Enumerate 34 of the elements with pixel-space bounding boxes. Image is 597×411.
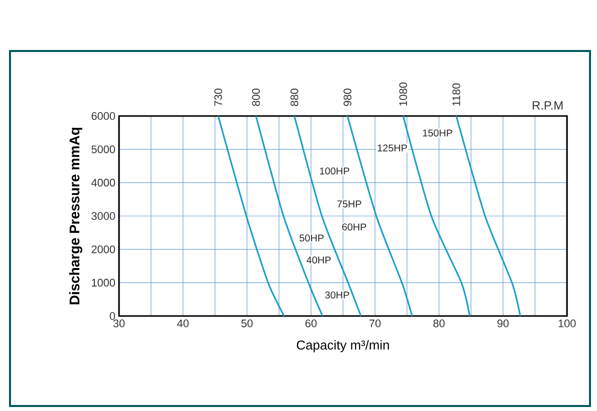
annotation: 60HP <box>342 223 366 231</box>
x-tick-label: 30 <box>113 320 125 328</box>
text: 980 <box>344 88 352 106</box>
y-tick-label: 1000 <box>92 278 116 287</box>
annotation: 40HP <box>306 256 331 264</box>
line-series <box>217 115 285 317</box>
y-tick-label: 4000 <box>91 178 116 187</box>
x-tick-label: 60 <box>305 320 317 328</box>
y-tick-label: 0 <box>110 312 116 320</box>
x-tick-label: 70 <box>369 320 381 328</box>
x-tick-label: 50 <box>241 320 253 328</box>
text: 800 <box>252 88 260 106</box>
annotation: 125HP <box>378 144 407 152</box>
annotation: 100HP <box>320 167 350 175</box>
text: 730 <box>214 88 222 106</box>
x-tick-label: 90 <box>497 320 509 328</box>
annotation: 75HP <box>337 200 362 208</box>
annotation: 30HP <box>325 291 350 299</box>
text: 1080 <box>399 82 408 106</box>
x-axis-title: Capacity m³/min <box>296 340 389 352</box>
y-tick-label: 3000 <box>92 212 116 220</box>
x-tick-label: 80 <box>433 320 445 328</box>
annotation: 50HP <box>300 234 324 242</box>
text: 880 <box>290 88 298 106</box>
annotation: 150HP <box>423 129 452 137</box>
x-tick-label: 100 <box>558 320 576 328</box>
y-tick-label: 2000 <box>92 245 116 254</box>
y-axis-title: Discharge Pressure mmAq <box>69 128 82 304</box>
y-tick-label: 5000 <box>92 145 116 154</box>
x-tick-label: 40 <box>177 320 189 328</box>
text: 1180 <box>452 83 460 106</box>
y-tick-label: 6000 <box>92 112 116 120</box>
line-series <box>455 115 522 317</box>
legend-title: R.P.M <box>532 101 563 110</box>
